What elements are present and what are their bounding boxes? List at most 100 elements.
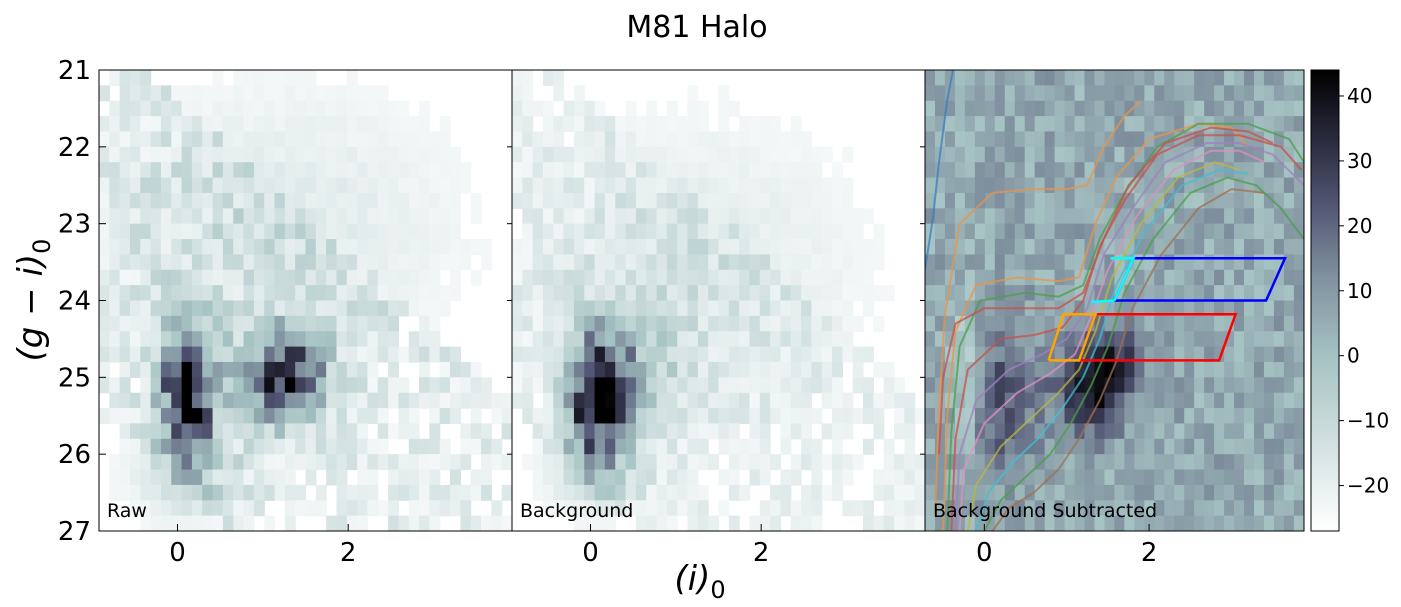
heatmap-cell — [708, 408, 720, 425]
heatmap-cell — [604, 239, 616, 255]
heatmap-cell — [1253, 331, 1265, 348]
heatmap-cell — [284, 162, 296, 179]
heatmap-cell — [708, 377, 720, 394]
heatmap-cell — [666, 300, 678, 317]
heatmap-cell — [253, 269, 265, 286]
heatmap-cell — [1293, 392, 1304, 409]
heatmap-cell — [1244, 423, 1255, 440]
heatmap-cell — [419, 131, 430, 148]
heatmap-cell — [305, 131, 317, 148]
heatmap-cell — [243, 70, 255, 86]
heatmap-cell — [1184, 254, 1195, 271]
heatmap-cell — [584, 500, 596, 517]
heatmap-cell — [140, 223, 152, 240]
heatmap-cell — [522, 177, 534, 194]
heatmap-cell — [532, 162, 544, 179]
heatmap-cell — [1244, 285, 1255, 302]
heatmap-cell — [811, 269, 823, 286]
heatmap-cell — [894, 392, 905, 409]
heatmap-cell — [181, 192, 193, 209]
heatmap-cell — [419, 346, 430, 363]
heatmap-cell — [140, 192, 152, 209]
heatmap-cell — [450, 377, 461, 394]
heatmap-cell — [1194, 285, 1205, 302]
heatmap-cell — [790, 423, 802, 440]
heatmap-cell — [646, 162, 658, 179]
heatmap-cell — [398, 392, 410, 409]
heatmap-cell — [594, 254, 606, 271]
heatmap-cell — [1144, 254, 1155, 271]
heatmap-cell — [994, 423, 1006, 440]
heatmap-cell — [1204, 500, 1215, 517]
heatmap-cell — [1273, 116, 1285, 133]
heatmap-cell — [1154, 346, 1165, 363]
heatmap-cell — [243, 484, 255, 501]
heatmap-cell — [1084, 239, 1096, 255]
heatmap-cell — [274, 408, 286, 425]
heatmap-cell — [119, 269, 131, 286]
heatmap-cell — [119, 377, 131, 394]
heatmap-cell — [129, 254, 141, 271]
heatmap-cell — [749, 116, 761, 133]
heatmap-cell — [1084, 315, 1096, 332]
heatmap-cell — [553, 469, 565, 486]
heatmap-cell — [780, 438, 792, 455]
heatmap-cell — [615, 392, 627, 409]
heatmap-cell — [1064, 377, 1076, 394]
heatmap-cell — [181, 346, 193, 363]
heatmap-cell — [109, 146, 121, 163]
heatmap-cell — [1044, 100, 1056, 117]
heatmap-cell — [656, 392, 668, 409]
heatmap-cell — [191, 100, 203, 117]
heatmap-cell — [264, 454, 276, 471]
heatmap-cell — [687, 438, 699, 455]
heatmap-cell — [222, 254, 234, 271]
heatmap-cell — [1034, 192, 1046, 209]
heatmap-cell — [739, 315, 751, 332]
heatmap-cell — [790, 346, 802, 363]
heatmap-cell — [429, 269, 441, 286]
heatmap-cell — [604, 223, 616, 240]
heatmap-cell — [821, 269, 833, 286]
heatmap-cell — [790, 285, 802, 302]
heatmap-cell — [460, 454, 472, 471]
heatmap-cell — [1184, 208, 1195, 225]
heatmap-cell — [377, 500, 389, 517]
heatmap-cell — [656, 454, 668, 471]
heatmap-cell — [974, 331, 986, 348]
heatmap-cell — [1283, 515, 1295, 531]
heatmap-cell — [1154, 100, 1165, 117]
heatmap-cell — [1273, 361, 1285, 378]
heatmap-cell — [264, 208, 276, 225]
heatmap-cell — [1014, 162, 1026, 179]
heatmap-cell — [914, 515, 925, 531]
heatmap-cell — [821, 315, 833, 332]
heatmap-cell — [150, 454, 162, 471]
heatmap-cell — [1014, 208, 1026, 225]
heatmap-cell — [191, 131, 203, 148]
heatmap-cell — [944, 85, 956, 102]
heatmap-cell — [1184, 423, 1195, 440]
isochrone-olive-1 — [966, 161, 1240, 531]
heatmap-cell — [954, 223, 966, 240]
heatmap-cell — [563, 377, 575, 394]
heatmap-cell — [150, 208, 162, 225]
heatmap-cell — [728, 377, 740, 394]
heatmap-cell — [1234, 223, 1245, 240]
heatmap-cell — [1114, 331, 1125, 348]
heatmap-cell — [150, 177, 162, 194]
heatmap-cell — [470, 438, 482, 455]
heatmap-cell — [243, 377, 255, 394]
heatmap-cell — [1283, 438, 1295, 455]
heatmap-cell — [974, 377, 986, 394]
heatmap-cell — [852, 454, 864, 471]
heatmap-cell — [439, 438, 451, 455]
heatmap-cell — [974, 208, 986, 225]
heatmap-cell — [315, 346, 327, 363]
heatmap-cell — [656, 269, 668, 286]
heatmap-cell — [573, 484, 585, 501]
heatmap-cell — [109, 131, 121, 148]
heatmap-cell — [553, 454, 565, 471]
heatmap-cell — [367, 162, 379, 179]
heatmap-cell — [994, 315, 1006, 332]
